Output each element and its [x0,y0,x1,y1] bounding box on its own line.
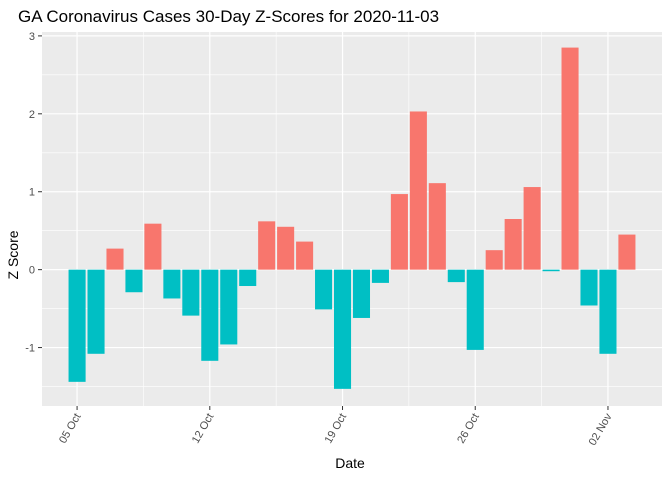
bar-2020-10-14 [239,269,257,287]
bar-2020-10-10 [163,269,181,299]
bar-2020-10-12 [201,269,219,361]
bar-2020-10-17 [296,241,314,270]
bar-2020-10-26 [466,269,484,350]
bar-2020-11-03 [618,234,636,270]
x-tick-label: 02 Nov [587,411,615,448]
bar-2020-10-06 [87,269,105,354]
y-axis-ticks: -1 0 1 2 3 [25,31,42,355]
bar-2020-10-30 [542,269,560,272]
y-tick-label: 1 [29,187,35,199]
x-axis-ticks: 05 Oct 12 Oct 19 Oct 26 Oct 02 Nov [57,406,615,448]
y-tick-label: 0 [29,265,35,277]
bar-2020-10-22 [390,194,408,270]
bar-2020-11-01 [580,269,598,306]
bar-2020-10-07 [106,248,124,270]
bar-2020-10-25 [447,269,465,283]
bar-2020-10-08 [125,269,143,293]
bar-2020-10-18 [315,269,333,310]
bar-2020-10-27 [485,250,503,270]
x-tick-label: 26 Oct [455,412,482,446]
bar-2020-10-31 [561,47,579,270]
bar-2020-11-02 [599,269,617,354]
bar-2020-10-13 [220,269,238,345]
bars [68,47,636,389]
x-tick-label: 12 Oct [190,412,217,446]
bar-2020-10-28 [504,219,522,270]
bar-2020-10-23 [409,111,427,270]
plot-panel [42,32,662,406]
y-tick-label: 3 [29,31,35,43]
bar-2020-10-11 [182,269,200,316]
x-tick-label: 05 Oct [57,412,84,446]
y-tick-label: -1 [25,343,35,355]
chart-title: GA Coronavirus Cases 30-Day Z-Scores for… [18,7,439,26]
y-tick-label: 2 [29,109,35,121]
bar-2020-10-29 [523,187,541,270]
bar-2020-10-21 [371,269,389,283]
x-tick-label: 19 Oct [323,412,350,446]
bar-2020-10-19 [333,269,352,389]
bar-2020-10-16 [277,226,295,270]
bar-2020-10-05 [68,269,86,382]
bar-2020-10-20 [352,269,371,318]
bar-2020-10-09 [144,223,162,270]
bar-2020-10-24 [428,183,446,270]
x-axis-title: Date [335,455,365,471]
bar-2020-10-15 [258,221,276,270]
y-axis-title: Z Score [5,230,21,279]
